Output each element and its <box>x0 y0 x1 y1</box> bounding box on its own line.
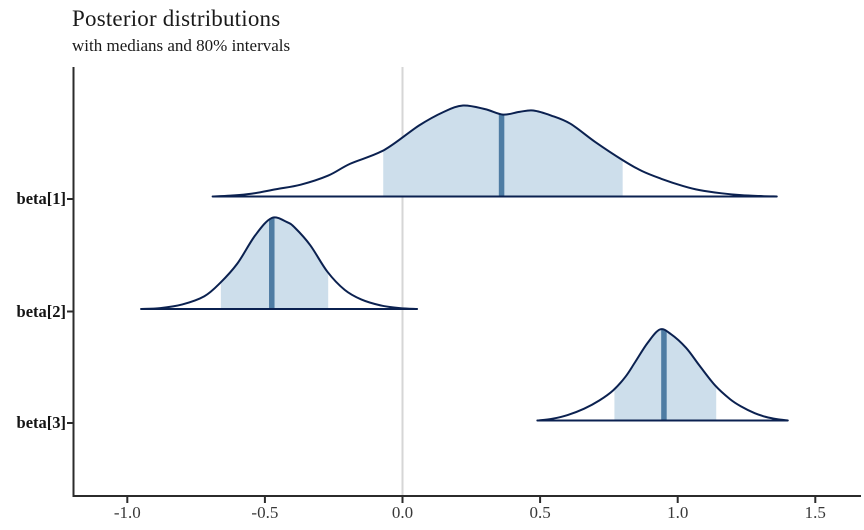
density-outline-beta-1 <box>211 104 778 198</box>
y-axis-label-beta-3: beta[3] <box>16 413 66 432</box>
y-axis-label-beta-1: beta[1] <box>16 189 66 208</box>
chart-subtitle: with medians and 80% intervals <box>72 36 291 55</box>
chart-title: Posterior distributions <box>72 6 281 31</box>
x-axis-tick-label: 0.0 <box>391 503 414 522</box>
x-axis-tick-label: -1.0 <box>113 503 141 522</box>
x-axis-tick-label: -0.5 <box>251 503 279 522</box>
x-axis-tick-label: 0.5 <box>529 503 551 522</box>
density-outline-beta-3 <box>536 328 789 422</box>
density-outline-beta-2 <box>140 216 419 310</box>
x-axis-tick-label: 1.0 <box>667 503 689 522</box>
x-axis-tick-label: 1.5 <box>804 503 826 522</box>
y-axis-label-beta-2: beta[2] <box>16 301 66 321</box>
